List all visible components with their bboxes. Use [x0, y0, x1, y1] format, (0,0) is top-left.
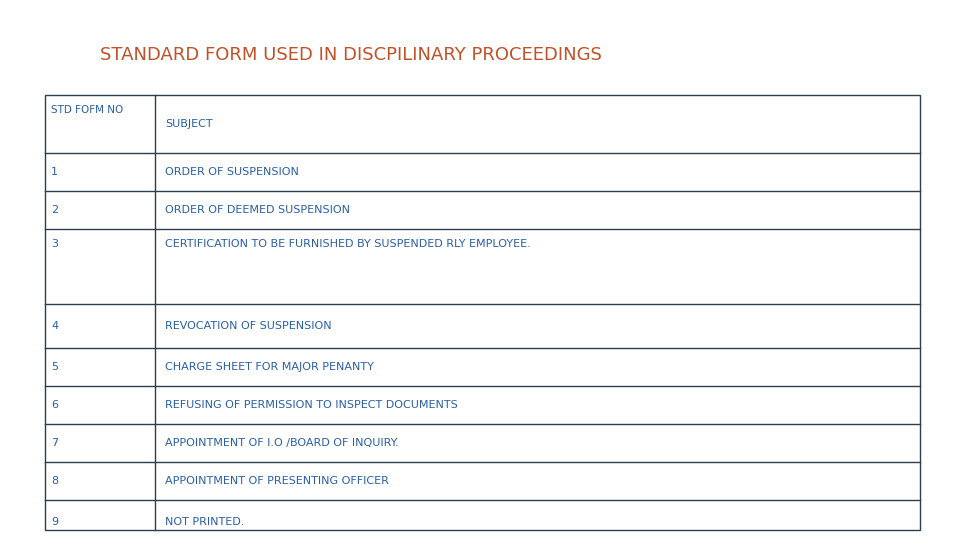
Text: 7: 7 [51, 438, 59, 448]
Text: REVOCATION OF SUSPENSION: REVOCATION OF SUSPENSION [165, 321, 331, 331]
Text: 1: 1 [51, 167, 58, 177]
Text: 9: 9 [51, 517, 59, 527]
Text: 8: 8 [51, 476, 59, 486]
Text: APPOINTMENT OF PRESENTING OFFICER: APPOINTMENT OF PRESENTING OFFICER [165, 476, 389, 486]
Text: 2: 2 [51, 205, 59, 215]
Text: STANDARD FORM USED IN DISCPILINARY PROCEEDINGS: STANDARD FORM USED IN DISCPILINARY PROCE… [100, 46, 602, 64]
Bar [45, 95, 920, 530]
Text: NOT PRINTED.: NOT PRINTED. [165, 517, 245, 527]
Text: CERTIFICATION TO BE FURNISHED BY SUSPENDED RLY EMPLOYEE.: CERTIFICATION TO BE FURNISHED BY SUSPEND… [165, 239, 531, 249]
Text: 5: 5 [51, 362, 58, 372]
Text: APPOINTMENT OF I.O /BOARD OF INQUIRY.: APPOINTMENT OF I.O /BOARD OF INQUIRY. [165, 438, 398, 448]
Text: 3: 3 [51, 239, 58, 249]
Text: CHARGE SHEET FOR MAJOR PENANTY: CHARGE SHEET FOR MAJOR PENANTY [165, 362, 373, 372]
Text: STD FOFM NO: STD FOFM NO [51, 105, 123, 115]
Text: 6: 6 [51, 400, 58, 410]
Text: REFUSING OF PERMISSION TO INSPECT DOCUMENTS: REFUSING OF PERMISSION TO INSPECT DOCUME… [165, 400, 458, 410]
Text: ORDER OF SUSPENSION: ORDER OF SUSPENSION [165, 167, 299, 177]
Text: SUBJECT: SUBJECT [165, 119, 212, 129]
Text: 4: 4 [51, 321, 59, 331]
Text: ORDER OF DEEMED SUSPENSION: ORDER OF DEEMED SUSPENSION [165, 205, 350, 215]
